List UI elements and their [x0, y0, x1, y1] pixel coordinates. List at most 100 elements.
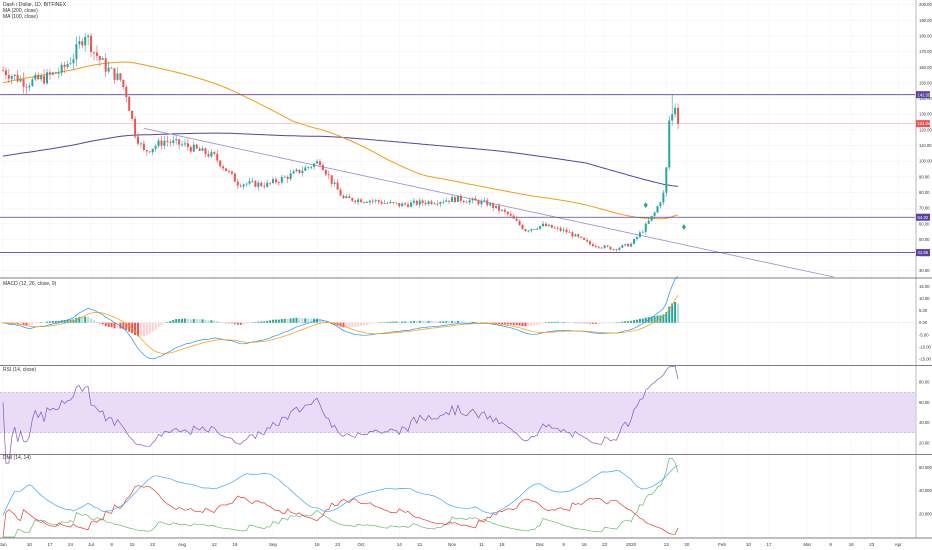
macd-histogram-bar: [210, 320, 213, 323]
macd-histogram-bar: [565, 322, 568, 323]
candle-body: [19, 79, 22, 82]
candle-body: [671, 114, 674, 121]
candle-body: [148, 151, 151, 153]
macd-histogram-bar: [245, 322, 248, 324]
candle: [22, 72, 25, 94]
macd-histogram-bar: [495, 322, 498, 324]
macd-histogram-bar: [316, 318, 319, 323]
dmi-pane[interactable]: [2, 457, 679, 538]
candle-body: [662, 192, 665, 203]
candle-body: [186, 143, 189, 148]
candle-body: [116, 73, 119, 80]
candle-body: [48, 72, 51, 75]
candle-body: [239, 185, 242, 187]
time-tick-label: 10: [746, 542, 752, 547]
candle: [509, 211, 512, 219]
macd-histogram-bar: [483, 322, 486, 323]
candle-body: [404, 203, 407, 205]
macd-histogram-bar: [547, 322, 550, 323]
candle-body: [204, 148, 207, 155]
macd-histogram-bar: [169, 321, 172, 323]
candle: [78, 35, 81, 49]
macd-histogram-bar: [489, 322, 492, 324]
candle-body: [210, 152, 213, 157]
price-tick-label: 130.00: [919, 112, 932, 117]
candle-body: [192, 144, 195, 152]
candle-body: [386, 202, 389, 204]
candle-body: [589, 241, 591, 245]
candle: [530, 228, 533, 233]
candle-body: [421, 200, 424, 204]
macd-histogram-bar: [230, 322, 233, 324]
candle-body: [409, 202, 412, 207]
candle-body: [131, 110, 134, 119]
macd-histogram-bar: [116, 322, 119, 329]
candle: [404, 201, 407, 207]
candle-body: [503, 209, 506, 212]
candle: [57, 67, 60, 79]
candle: [251, 177, 254, 183]
macd-histogram-bar: [368, 322, 371, 325]
candle: [304, 164, 307, 172]
candle: [500, 209, 503, 212]
macd-histogram-bar: [304, 318, 307, 323]
candle-body: [597, 246, 600, 248]
candle: [131, 110, 134, 122]
candle: [644, 222, 647, 235]
macd-histogram-bar: [580, 322, 583, 324]
candle-body: [318, 161, 321, 166]
macd-histogram-bar: [615, 322, 618, 324]
candle: [242, 183, 245, 190]
price-pane[interactable]: [0, 32, 915, 278]
candle-body: [354, 200, 357, 203]
macd-histogram-bar: [456, 320, 459, 323]
price-tick-label: 200.00: [919, 2, 932, 7]
candle-body: [389, 202, 392, 204]
macd-histogram-bar: [122, 322, 125, 330]
plus-di-line: [3, 457, 679, 538]
candle-body: [134, 118, 137, 137]
candle: [266, 179, 269, 188]
candle: [407, 201, 410, 209]
descending-trendline: [143, 127, 834, 278]
candle: [621, 244, 624, 249]
candle-body: [72, 59, 75, 64]
candle: [151, 148, 154, 156]
rsi-pane[interactable]: [0, 365, 915, 464]
macd-pane[interactable]: [0, 276, 915, 360]
candle-body: [489, 203, 492, 206]
candle-body: [615, 249, 618, 250]
candle-body: [580, 236, 583, 238]
candle-body: [125, 86, 128, 97]
macd-histogram-bar: [66, 319, 69, 323]
macd-histogram-bar: [137, 322, 140, 337]
candle-body: [668, 120, 671, 168]
candle: [48, 69, 51, 80]
candle-body: [254, 180, 257, 187]
candle: [286, 175, 289, 183]
candle: [586, 238, 589, 244]
macd-histogram-bar: [22, 322, 25, 325]
macd-histogram-bar: [318, 319, 321, 323]
candle-body: [7, 75, 10, 79]
candle-body: [412, 200, 415, 203]
candle-body: [330, 175, 333, 184]
candle: [84, 33, 87, 52]
macd-histogram-bar: [374, 322, 377, 324]
candle-body: [269, 182, 272, 184]
candle-body: [556, 227, 559, 229]
price-tick-label: 170.00: [919, 49, 932, 54]
candle-body: [583, 237, 586, 240]
candle: [101, 56, 104, 61]
time-tick-label: 23: [602, 542, 608, 547]
macd-histogram-bar: [407, 321, 410, 323]
price-tick-label: 190.00: [919, 18, 932, 23]
candle-body: [46, 72, 49, 84]
candle-body: [195, 144, 198, 149]
candle-body: [542, 223, 545, 227]
candle-body: [233, 173, 236, 182]
buy-signal-marker: [643, 202, 648, 209]
macd-histogram-bar: [521, 322, 524, 327]
